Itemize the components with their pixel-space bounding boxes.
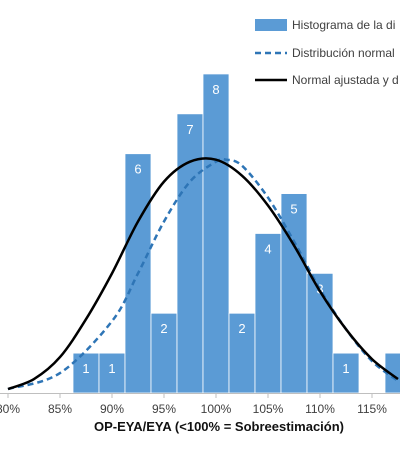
legend-label-normal: Distribución normal: [292, 46, 395, 60]
histogram-bar: [202, 73, 230, 394]
legend: Histograma de la di Distribución normal …: [255, 18, 399, 87]
histogram-bar: [254, 233, 282, 394]
legend-swatch-histogram: [255, 19, 287, 31]
bar-data-label: 2: [238, 321, 245, 336]
x-tick-label: 95%: [152, 402, 176, 416]
x-axis-ticks: 80% 85% 90% 95% 100% 105% 110% 115%: [0, 393, 387, 416]
x-tick-label: 85%: [48, 402, 72, 416]
x-tick-label: 100%: [201, 402, 232, 416]
bar-data-label: 7: [186, 122, 193, 137]
normal-distribution-line: [7, 157, 399, 391]
histogram-bar: [72, 352, 100, 394]
bar-data-label: 3: [316, 281, 323, 296]
legend-label-fitted: Normal ajustada y d: [292, 73, 399, 87]
fitted-normal-line: [7, 157, 399, 391]
bar-data-label: 1: [82, 361, 89, 376]
histogram-bars: 1 1 6 2 7 8 2 4 5 3 1: [72, 73, 400, 394]
histogram-bar: [176, 113, 204, 394]
curve-lines: [7, 157, 399, 391]
bar-data-label: 2: [160, 321, 167, 336]
x-tick-label: 80%: [0, 402, 20, 416]
bar-data-label: 1: [342, 361, 349, 376]
x-tick-label: 110%: [305, 402, 335, 416]
x-tick-label: 115%: [357, 402, 387, 416]
histogram-bar: [98, 352, 126, 394]
bar-data-label: 5: [290, 202, 297, 217]
x-tick-label: 105%: [253, 402, 284, 416]
bar-data-label: 1: [108, 361, 115, 376]
legend-label-histogram: Histograma de la di: [292, 18, 395, 32]
bar-data-label: 4: [264, 241, 271, 256]
bar-data-label: 8: [212, 82, 219, 97]
bar-data-label: 6: [134, 162, 141, 177]
x-tick-label: 90%: [100, 402, 124, 416]
x-axis-label: OP-EYA/EYA (<100% = Sobreestimación): [94, 419, 344, 434]
